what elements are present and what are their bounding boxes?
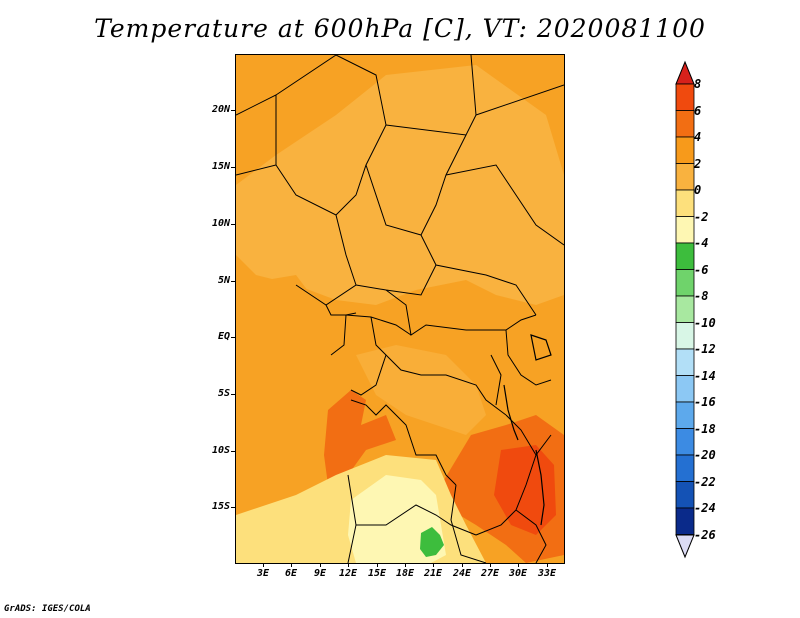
lat-tick — [231, 337, 235, 338]
lat-label-eq: EQ — [217, 331, 230, 342]
lon-label-18e: 18E — [395, 568, 415, 579]
lon-label-24e: 24E — [452, 568, 472, 579]
lon-label-30e: 30E — [508, 568, 528, 579]
lon-label-12e: 12E — [338, 568, 358, 579]
colorbar-label: -2 — [694, 209, 709, 224]
lat-tick — [231, 451, 235, 452]
colorbar-label: 6 — [694, 103, 702, 118]
lon-label-27e: 27E — [480, 568, 500, 579]
colorbar-label: -20 — [694, 448, 716, 462]
lon-label-3e: 3E — [256, 568, 270, 579]
temperature-map — [235, 54, 565, 564]
lat-label-5n: 5N — [217, 275, 230, 286]
colorbar-label: -10 — [694, 315, 716, 330]
lat-tick — [231, 281, 235, 282]
lat-label-10s: 10S — [211, 445, 230, 456]
colorbar-segment — [675, 454, 695, 482]
lon-label-33e: 33E — [537, 568, 557, 579]
colorbar-segment — [675, 481, 695, 509]
lon-tick — [348, 563, 349, 567]
colorbar-segment — [675, 295, 695, 323]
colorbar-segment — [675, 428, 695, 456]
colorbar-label: -14 — [694, 368, 716, 383]
country-borders — [236, 55, 564, 563]
temperature-zone-4-6-coast — [324, 390, 396, 495]
lon-tick — [433, 563, 434, 567]
colorbar-label: -12 — [694, 342, 716, 356]
temperature-zone-6-8 — [494, 445, 556, 535]
lon-tick — [518, 563, 519, 567]
lon-tick — [263, 563, 264, 567]
colorbar — [675, 60, 695, 559]
lat-tick — [231, 110, 235, 111]
colorbar-segment — [675, 83, 695, 111]
colorbar-segment — [675, 216, 695, 244]
colorbar-segment — [675, 507, 695, 535]
lat-tick — [231, 167, 235, 168]
colorbar-label: 2 — [694, 156, 702, 171]
lon-tick — [462, 563, 463, 567]
lat-tick — [231, 224, 235, 225]
lat-tick — [231, 394, 235, 395]
lat-label-20n: 20N — [211, 104, 230, 115]
colorbar-label: -26 — [694, 527, 716, 542]
colorbar-label: -18 — [694, 421, 716, 436]
lon-tick — [405, 563, 406, 567]
colorbar-segment — [675, 163, 695, 191]
colorbar-label: -22 — [694, 474, 716, 489]
colorbar-label: 8 — [694, 77, 702, 91]
lon-label-9e: 9E — [313, 568, 327, 579]
colorbar-segment — [675, 269, 695, 297]
colorbar-segment — [675, 110, 695, 138]
colorbar-label: 4 — [694, 130, 702, 144]
colorbar-label: -16 — [694, 395, 716, 409]
colorbar-label: -8 — [694, 289, 709, 303]
lon-label-6e: 6E — [284, 568, 298, 579]
temperature-zone-2-4-ocean — [236, 275, 326, 385]
colorbar-label: 0 — [694, 183, 702, 197]
lon-tick — [547, 563, 548, 567]
colorbar-label: -6 — [694, 262, 709, 277]
lat-label-5s: 5S — [217, 388, 230, 399]
lat-tick — [231, 507, 235, 508]
colorbar-segment — [675, 242, 695, 270]
temperature-zone-m6-m4 — [420, 527, 444, 557]
temperature-zone-0-2 — [236, 65, 564, 305]
colorbar-segment — [675, 348, 695, 376]
colorbar-segment — [675, 322, 695, 350]
chart-title: Temperature at 600hPa [C], VT: 202008110… — [94, 14, 706, 43]
colorbar-label: -4 — [694, 236, 709, 250]
lat-label-15s: 15S — [211, 501, 230, 512]
lon-tick — [490, 563, 491, 567]
colorbar-segment — [675, 401, 695, 429]
lon-tick — [291, 563, 292, 567]
temperature-zone-0-2-congo — [356, 345, 486, 435]
colorbar-top-arrow — [675, 60, 695, 85]
lat-label-15n: 15N — [211, 161, 230, 172]
grads-credit: GrADS: IGES/COLA — [4, 604, 91, 614]
lon-tick — [377, 563, 378, 567]
lon-tick — [320, 563, 321, 567]
colorbar-bottom-arrow — [675, 534, 695, 559]
lakes — [503, 334, 552, 526]
lat-label-10n: 10N — [211, 218, 230, 229]
lon-label-21e: 21E — [423, 568, 443, 579]
colorbar-label: -24 — [694, 501, 716, 515]
colorbar-segment — [675, 136, 695, 164]
colorbar-segment — [675, 375, 695, 403]
lon-label-15e: 15E — [367, 568, 387, 579]
colorbar-segment — [675, 189, 695, 217]
